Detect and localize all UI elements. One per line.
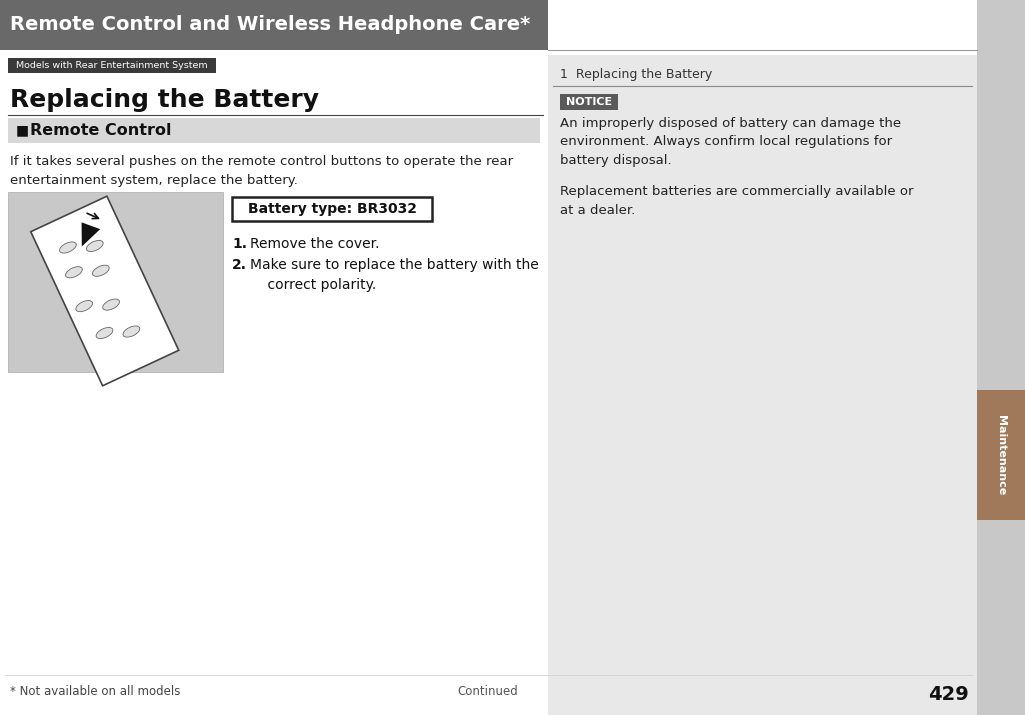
Text: 1.: 1. xyxy=(232,237,247,251)
Text: 2.: 2. xyxy=(232,258,247,272)
Text: Remote Control and Wireless Headphone Care*: Remote Control and Wireless Headphone Ca… xyxy=(10,16,530,34)
Text: ■: ■ xyxy=(16,124,29,137)
Bar xyxy=(8,118,540,143)
Text: NOTICE: NOTICE xyxy=(566,97,612,107)
Bar xyxy=(977,390,1025,520)
Text: Continued: Continued xyxy=(457,685,518,698)
Ellipse shape xyxy=(66,267,82,278)
Text: Make sure to replace the battery with the
    correct polarity.: Make sure to replace the battery with th… xyxy=(250,258,539,292)
Ellipse shape xyxy=(102,299,120,310)
Text: An improperly disposed of battery can damage the
environment. Always confirm loc: An improperly disposed of battery can da… xyxy=(560,117,901,167)
Text: Remove the cover.: Remove the cover. xyxy=(250,237,379,251)
Bar xyxy=(232,197,432,221)
Ellipse shape xyxy=(76,300,92,312)
Ellipse shape xyxy=(96,327,113,339)
Text: Models with Rear Entertainment System: Models with Rear Entertainment System xyxy=(16,61,208,70)
Bar xyxy=(560,94,618,110)
Text: Maintenance: Maintenance xyxy=(996,415,1006,495)
Ellipse shape xyxy=(92,265,110,276)
Polygon shape xyxy=(82,222,100,247)
Ellipse shape xyxy=(59,242,76,253)
Ellipse shape xyxy=(86,240,104,252)
Text: Remote Control: Remote Control xyxy=(30,123,171,138)
Text: If it takes several pushes on the remote control buttons to operate the rear
ent: If it takes several pushes on the remote… xyxy=(10,155,514,187)
Bar xyxy=(977,0,1025,715)
Bar xyxy=(8,58,216,73)
Text: 1  Replacing the Battery: 1 Replacing the Battery xyxy=(560,68,712,81)
Polygon shape xyxy=(31,196,178,386)
Bar xyxy=(548,0,977,50)
Ellipse shape xyxy=(123,326,139,337)
Text: Replacing the Battery: Replacing the Battery xyxy=(10,88,319,112)
Bar xyxy=(548,55,977,715)
Text: 429: 429 xyxy=(929,685,969,704)
Text: Replacement batteries are commercially available or
at a dealer.: Replacement batteries are commercially a… xyxy=(560,185,913,217)
Bar xyxy=(8,192,223,372)
Bar xyxy=(0,0,548,50)
Text: * Not available on all models: * Not available on all models xyxy=(10,685,180,698)
Text: Battery type: BR3032: Battery type: BR3032 xyxy=(247,202,416,216)
